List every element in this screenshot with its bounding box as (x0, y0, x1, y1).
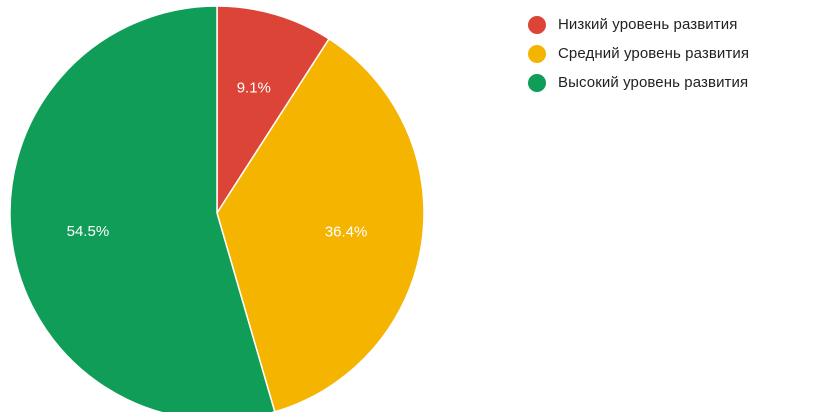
legend-item-high[interactable]: Высокий уровень развития (528, 68, 749, 97)
pie-plot: 9.1% 36.4% 54.5% (9, 5, 425, 412)
legend-item-medium[interactable]: Средний уровень развития (528, 39, 749, 68)
pie-slice-low[interactable] (216, 5, 331, 216)
legend-marker-high (528, 73, 546, 92)
pie-slice-high[interactable] (9, 5, 276, 412)
pie-slice-medium[interactable] (216, 37, 425, 412)
legend: Низкий уровень развития Средний уровень … (528, 10, 749, 97)
legend-item-low[interactable]: Низкий уровень развития (528, 10, 749, 39)
slice-label-high: 54.5% (67, 223, 110, 240)
legend-label-low: Низкий уровень развития (558, 16, 738, 33)
slice-label-low: 9.1% (237, 79, 271, 96)
slice-label-medium: 36.4% (325, 223, 368, 240)
legend-marker-low (528, 15, 546, 34)
legend-label-medium: Средний уровень развития (558, 45, 750, 62)
legend-marker-medium (528, 44, 546, 63)
legend-label-high: Высокий уровень развития (558, 74, 749, 91)
